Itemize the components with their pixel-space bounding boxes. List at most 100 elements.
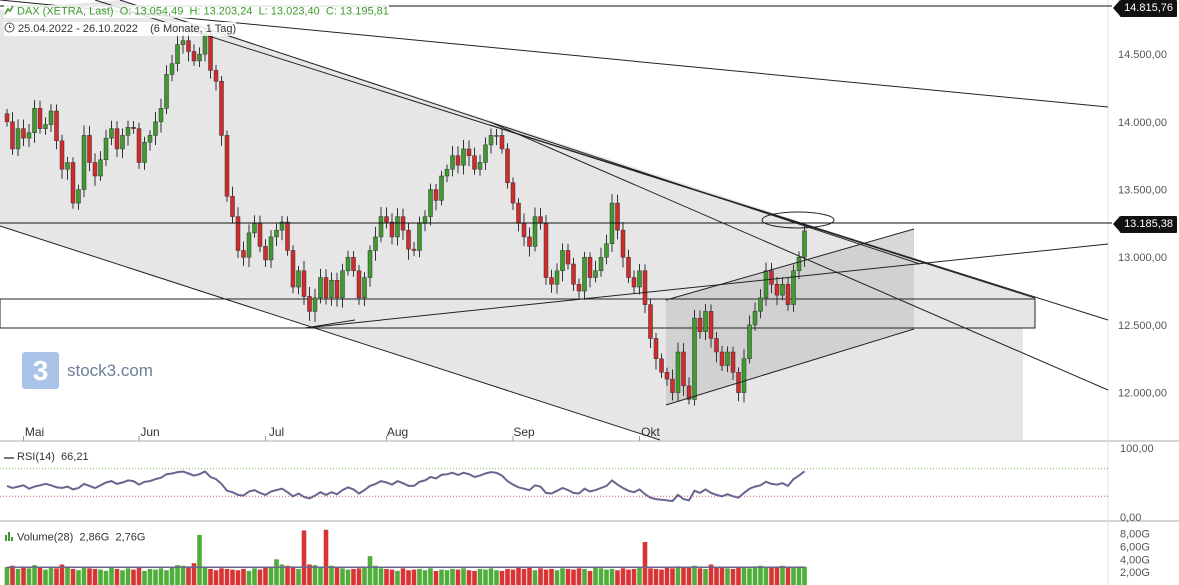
volume-bar [499,570,505,585]
price-tick-label: 13.000,00 [1118,252,1167,264]
volume-bar [708,564,714,585]
volume-bar [516,567,521,585]
candle-body [15,128,21,150]
volume-bar [560,568,565,585]
volume-label: Volume(28) [17,531,74,544]
volume-bar [125,568,131,585]
volume-tick-label: 4,00G [1120,554,1150,566]
volume-bar [87,568,92,585]
volume-bar [191,563,197,585]
volume-bar [10,565,15,585]
volume-bar [186,566,191,585]
volume-bar [433,570,439,585]
volume-bar [472,570,477,585]
candle-body [488,135,494,146]
candle-body [285,221,290,251]
volume-bar [103,570,109,585]
candle-body [81,135,87,190]
volume-value-2: 2,76G [115,531,146,544]
rsi-tick-label: 0,00 [1120,512,1141,524]
candle-body [664,372,670,380]
candle-body [103,137,109,161]
price-tick-label: 12.000,00 [1118,388,1167,400]
candle-body [494,135,499,137]
candle-body [741,358,747,393]
volume-bar [378,568,384,585]
volume-bar [670,568,675,585]
volume-bar [142,570,147,585]
volume-bar [114,568,120,585]
candle-body [455,155,461,166]
volume-bar [439,569,444,585]
volume-bar [648,568,653,585]
candle-body [417,223,422,251]
volume-bar [631,568,637,585]
volume-bar [54,568,59,585]
candle-body [598,256,604,272]
candle-body [560,250,565,272]
volume-bar [692,565,697,585]
candle-body [21,128,26,139]
volume-bar [604,569,609,585]
candle-body [477,162,483,170]
volume-bar [92,568,98,585]
volume-bar [455,569,461,585]
ohlc-open: O: 13.054,49 [119,5,184,18]
candle-body [54,110,59,142]
candle-body [758,297,763,312]
volume-bar [21,566,26,585]
ohlc-close: C: 13.195,81 [325,5,389,18]
candle-body [406,229,411,250]
volume-bar [373,565,378,585]
price-badge-top: 14.815,76 [1113,0,1177,17]
volume-bar [538,568,543,585]
candle-body [175,44,180,64]
candle-body [48,110,54,125]
candle-body [411,248,417,251]
volume-bar [323,529,329,585]
ohlc-high: H: 13.203,24 [189,5,253,18]
volume-bar [521,568,527,585]
candle-body [356,270,362,299]
volume-bar [736,567,741,585]
candle-body [389,221,395,238]
rsi-value: 66,21 [61,451,89,463]
candle-body [224,135,230,197]
candle-body [428,189,433,217]
volume-bar [703,568,708,585]
candle-body [527,236,532,247]
candle-body [714,338,719,353]
candle-body [587,256,593,278]
trendline [304,243,1109,329]
volume-bar [290,566,296,585]
volume-bar [406,570,411,585]
volume-bar [488,568,494,585]
candle-body [802,230,807,258]
volume-bar [774,566,780,585]
volume-bar [593,567,598,585]
candle-body [620,229,626,258]
volume-bar [510,569,516,585]
candle-body [142,141,147,163]
volume-bar [312,565,318,585]
candle-body [219,80,224,136]
volume-bar [494,570,499,585]
candle-body [334,279,340,299]
candle-body [329,279,334,299]
time-tick-label: Jul [269,425,284,439]
candle-body [730,351,736,373]
candle-body [32,108,37,133]
volume-bar [615,570,620,585]
candle-body [158,108,164,123]
volume-bar [274,559,279,585]
volume-bar [136,567,142,585]
volume-tick-label: 2,00G [1120,567,1150,579]
volume-bar [527,567,532,585]
volume-bar [164,570,169,585]
candle-body [169,63,175,75]
candle-body [505,148,510,184]
chart-icon [4,5,14,18]
candle-body [697,317,703,332]
candle-body [114,128,120,150]
